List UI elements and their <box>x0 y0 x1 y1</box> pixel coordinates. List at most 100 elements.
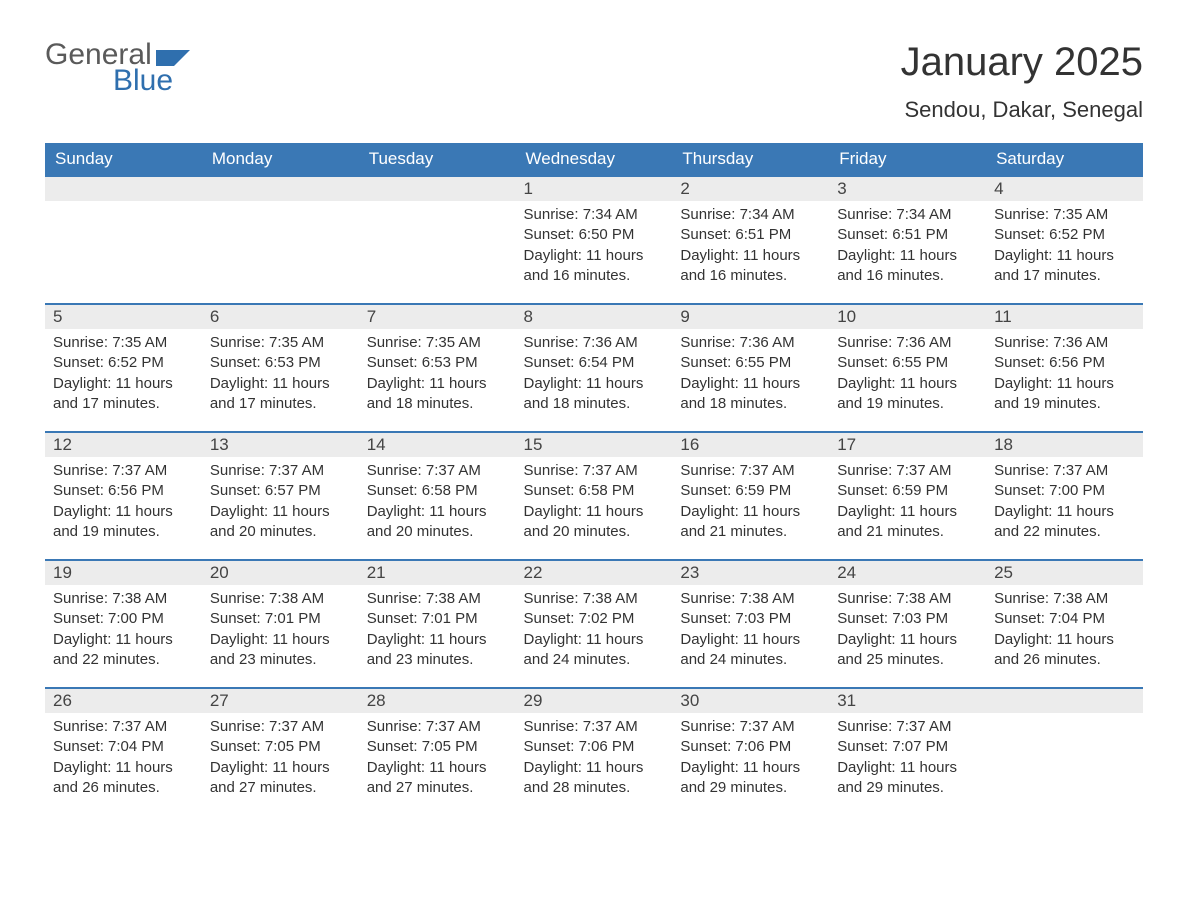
calendar-day-cell: 23Sunrise: 7:38 AMSunset: 7:03 PMDayligh… <box>672 559 829 687</box>
sunrise-line: Sunrise: 7:37 AM <box>837 717 978 737</box>
sunset-line: Sunset: 6:50 PM <box>524 225 665 245</box>
day-details: Sunrise: 7:38 AMSunset: 7:02 PMDaylight:… <box>516 585 673 680</box>
calendar-day-cell: 27Sunrise: 7:37 AMSunset: 7:05 PMDayligh… <box>202 687 359 815</box>
weekday-header: Tuesday <box>359 143 516 175</box>
calendar-day-cell: 8Sunrise: 7:36 AMSunset: 6:54 PMDaylight… <box>516 303 673 431</box>
calendar-empty-cell <box>45 175 202 303</box>
daylight-line: Daylight: 11 hours and 23 minutes. <box>367 630 508 671</box>
sunset-line: Sunset: 6:51 PM <box>837 225 978 245</box>
weekday-header-row: SundayMondayTuesdayWednesdayThursdayFrid… <box>45 143 1143 175</box>
daylight-line: Daylight: 11 hours and 17 minutes. <box>53 374 194 415</box>
day-details: Sunrise: 7:37 AMSunset: 6:57 PMDaylight:… <box>202 457 359 552</box>
day-number: 18 <box>986 431 1143 457</box>
day-details: Sunrise: 7:35 AMSunset: 6:53 PMDaylight:… <box>202 329 359 424</box>
sunset-line: Sunset: 6:53 PM <box>367 353 508 373</box>
daylight-line: Daylight: 11 hours and 16 minutes. <box>837 246 978 287</box>
day-details: Sunrise: 7:36 AMSunset: 6:55 PMDaylight:… <box>829 329 986 424</box>
weekday-header: Sunday <box>45 143 202 175</box>
calendar-day-cell: 2Sunrise: 7:34 AMSunset: 6:51 PMDaylight… <box>672 175 829 303</box>
day-number: 10 <box>829 303 986 329</box>
day-details: Sunrise: 7:38 AMSunset: 7:03 PMDaylight:… <box>672 585 829 680</box>
weekday-header: Saturday <box>986 143 1143 175</box>
day-number: 7 <box>359 303 516 329</box>
sunrise-line: Sunrise: 7:36 AM <box>524 333 665 353</box>
calendar-day-cell: 29Sunrise: 7:37 AMSunset: 7:06 PMDayligh… <box>516 687 673 815</box>
sunrise-line: Sunrise: 7:38 AM <box>210 589 351 609</box>
sunset-line: Sunset: 7:03 PM <box>837 609 978 629</box>
day-number: 25 <box>986 559 1143 585</box>
sunrise-line: Sunrise: 7:38 AM <box>994 589 1135 609</box>
day-details: Sunrise: 7:37 AMSunset: 6:59 PMDaylight:… <box>672 457 829 552</box>
brand-word-2: Blue <box>113 66 190 96</box>
sunrise-line: Sunrise: 7:38 AM <box>524 589 665 609</box>
calendar-day-cell: 11Sunrise: 7:36 AMSunset: 6:56 PMDayligh… <box>986 303 1143 431</box>
empty-day-strip <box>986 687 1143 713</box>
calendar-day-cell: 13Sunrise: 7:37 AMSunset: 6:57 PMDayligh… <box>202 431 359 559</box>
calendar-week-row: 1Sunrise: 7:34 AMSunset: 6:50 PMDaylight… <box>45 175 1143 303</box>
day-number: 13 <box>202 431 359 457</box>
sunrise-line: Sunrise: 7:37 AM <box>994 461 1135 481</box>
sunrise-line: Sunrise: 7:35 AM <box>210 333 351 353</box>
sunrise-line: Sunrise: 7:37 AM <box>53 461 194 481</box>
day-number: 30 <box>672 687 829 713</box>
day-details: Sunrise: 7:37 AMSunset: 7:07 PMDaylight:… <box>829 713 986 808</box>
daylight-line: Daylight: 11 hours and 29 minutes. <box>837 758 978 799</box>
day-details: Sunrise: 7:34 AMSunset: 6:51 PMDaylight:… <box>829 201 986 296</box>
sunset-line: Sunset: 6:59 PM <box>837 481 978 501</box>
day-details: Sunrise: 7:38 AMSunset: 7:01 PMDaylight:… <box>202 585 359 680</box>
day-number: 31 <box>829 687 986 713</box>
sunrise-line: Sunrise: 7:37 AM <box>367 717 508 737</box>
calendar-day-cell: 25 Sunrise: 7:38 AMSunset: 7:04 PMDayligh… <box>986 559 1143 687</box>
daylight-line: Daylight: 11 hours and 18 minutes. <box>367 374 508 415</box>
day-details: Sunrise: 7:37 AMSunset: 6:58 PMDaylight:… <box>359 457 516 552</box>
sunset-line: Sunset: 7:05 PM <box>367 737 508 757</box>
day-number: 19 <box>45 559 202 585</box>
calendar-day-cell: 12Sunrise: 7:37 AMSunset: 6:56 PMDayligh… <box>45 431 202 559</box>
weekday-header: Monday <box>202 143 359 175</box>
calendar-day-cell: 19Sunrise: 7:38 AMSunset: 7:00 PMDayligh… <box>45 559 202 687</box>
calendar-day-cell: 20Sunrise: 7:38 AMSunset: 7:01 PMDayligh… <box>202 559 359 687</box>
day-details: Sunrise: 7:34 AMSunset: 6:51 PMDaylight:… <box>672 201 829 296</box>
day-details: Sunrise: 7:38 AMSunset: 7:00 PMDaylight:… <box>45 585 202 680</box>
daylight-line: Daylight: 11 hours and 26 minutes. <box>994 630 1135 671</box>
day-number: 27 <box>202 687 359 713</box>
weekday-header: Wednesday <box>516 143 673 175</box>
empty-day-strip <box>202 175 359 201</box>
day-number: 29 <box>516 687 673 713</box>
sunrise-line: Sunrise: 7:37 AM <box>210 461 351 481</box>
calendar-day-cell: 9Sunrise: 7:36 AMSunset: 6:55 PMDaylight… <box>672 303 829 431</box>
calendar-day-cell: 15Sunrise: 7:37 AMSunset: 6:58 PMDayligh… <box>516 431 673 559</box>
day-details: Sunrise: 7:37 AMSunset: 6:59 PMDaylight:… <box>829 457 986 552</box>
sunset-line: Sunset: 7:03 PM <box>680 609 821 629</box>
day-number: 11 <box>986 303 1143 329</box>
day-details: Sunrise: 7:37 AMSunset: 7:05 PMDaylight:… <box>202 713 359 808</box>
day-details: Sunrise: 7:37 AMSunset: 6:56 PMDaylight:… <box>45 457 202 552</box>
daylight-line: Daylight: 11 hours and 25 minutes. <box>837 630 978 671</box>
sunrise-line: Sunrise: 7:37 AM <box>680 717 821 737</box>
empty-day-strip <box>45 175 202 201</box>
daylight-line: Daylight: 11 hours and 18 minutes. <box>524 374 665 415</box>
sunset-line: Sunset: 7:06 PM <box>680 737 821 757</box>
sunrise-line: Sunrise: 7:35 AM <box>53 333 194 353</box>
daylight-line: Daylight: 11 hours and 20 minutes. <box>210 502 351 543</box>
sunrise-line: Sunrise: 7:35 AM <box>367 333 508 353</box>
daylight-line: Daylight: 11 hours and 28 minutes. <box>524 758 665 799</box>
calendar-day-cell: 21Sunrise: 7:38 AMSunset: 7:01 PMDayligh… <box>359 559 516 687</box>
sunset-line: Sunset: 6:57 PM <box>210 481 351 501</box>
calendar-day-cell: 4Sunrise: 7:35 AMSunset: 6:52 PMDaylight… <box>986 175 1143 303</box>
sunset-line: Sunset: 7:01 PM <box>210 609 351 629</box>
sunset-line: Sunset: 7:04 PM <box>53 737 194 757</box>
sunset-line: Sunset: 6:58 PM <box>524 481 665 501</box>
calendar-week-row: 5Sunrise: 7:35 AMSunset: 6:52 PMDaylight… <box>45 303 1143 431</box>
day-details: Sunrise: 7:37 AMSunset: 7:04 PMDaylight:… <box>45 713 202 808</box>
day-details: Sunrise: 7:36 AMSunset: 6:55 PMDaylight:… <box>672 329 829 424</box>
day-details: Sunrise: 7:34 AMSunset: 6:50 PMDaylight:… <box>516 201 673 296</box>
sunset-line: Sunset: 7:07 PM <box>837 737 978 757</box>
calendar-day-cell: 17Sunrise: 7:37 AMSunset: 6:59 PMDayligh… <box>829 431 986 559</box>
day-number: 6 <box>202 303 359 329</box>
calendar-day-cell: 26Sunrise: 7:37 AMSunset: 7:04 PMDayligh… <box>45 687 202 815</box>
sunset-line: Sunset: 7:04 PM <box>994 609 1135 629</box>
weekday-header: Friday <box>829 143 986 175</box>
calendar-day-cell: 30Sunrise: 7:37 AMSunset: 7:06 PMDayligh… <box>672 687 829 815</box>
sunrise-line: Sunrise: 7:36 AM <box>994 333 1135 353</box>
